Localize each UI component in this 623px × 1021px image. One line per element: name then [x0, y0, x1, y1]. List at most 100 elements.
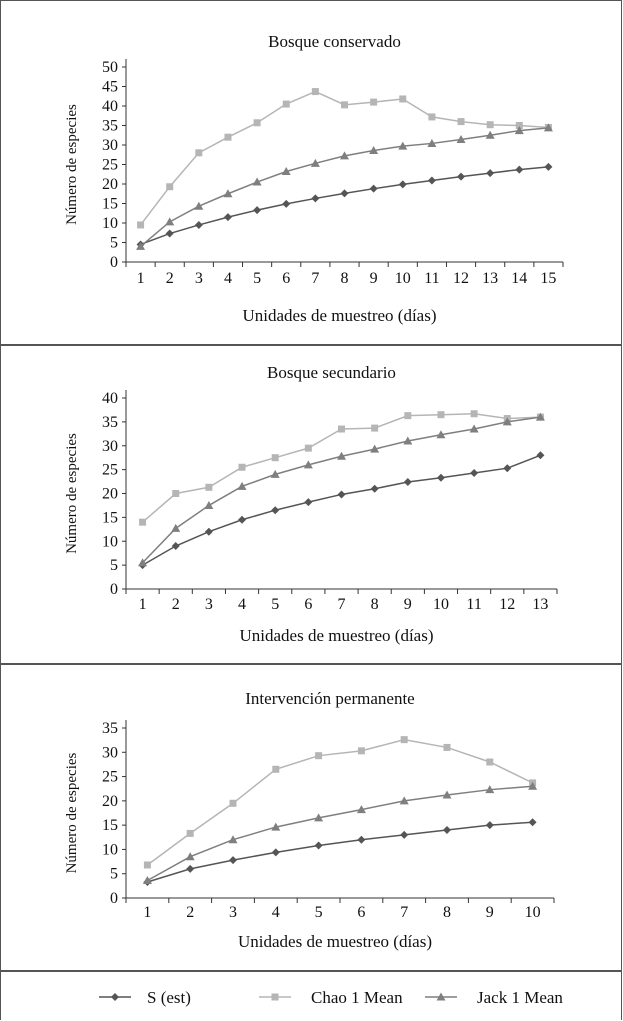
- y-tick-label: 5: [110, 557, 118, 574]
- x-tick-label: 10: [395, 270, 411, 287]
- y-tick-label: 20: [102, 486, 118, 503]
- series-line: [147, 821, 533, 883]
- y-tick-label: 10: [102, 533, 118, 550]
- data-point: [271, 848, 280, 857]
- legend: S (est) Chao 1 Mean Jack 1 Mean: [0, 971, 622, 1020]
- data-point: [544, 162, 553, 171]
- data-point: [470, 468, 479, 477]
- x-tick-label: 10: [525, 904, 541, 921]
- data-point: [165, 229, 174, 238]
- data-point: [195, 149, 203, 157]
- data-point: [515, 122, 523, 129]
- legend-label: Jack 1 Mean: [477, 988, 563, 1007]
- x-tick-label: 1: [143, 904, 151, 921]
- x-tick-label: 4: [272, 904, 280, 921]
- data-point: [369, 145, 379, 154]
- data-point: [357, 747, 365, 755]
- data-point: [337, 451, 346, 460]
- data-point: [194, 201, 204, 210]
- data-point: [398, 141, 408, 150]
- x-tick-label: 4: [224, 270, 232, 287]
- data-point: [142, 876, 152, 885]
- x-tick-label: 9: [486, 904, 494, 921]
- y-axis-label: Número de especies: [64, 433, 80, 554]
- data-point: [303, 460, 313, 469]
- y-tick-label: 15: [102, 509, 118, 526]
- data-point: [338, 425, 345, 433]
- data-point: [457, 118, 465, 126]
- data-point: [340, 189, 349, 198]
- data-point: [281, 167, 291, 176]
- data-point: [515, 165, 524, 174]
- y-tick-label: 5: [110, 866, 118, 883]
- series-line: [140, 127, 549, 247]
- data-point: [224, 133, 232, 141]
- data-point: [399, 95, 407, 103]
- x-tick-label: 13: [482, 270, 498, 287]
- legend-label: Chao 1 Mean: [311, 988, 403, 1007]
- data-point: [469, 424, 479, 433]
- data-point: [282, 100, 290, 108]
- x-tick-label: 10: [433, 596, 449, 613]
- data-point: [143, 861, 151, 869]
- data-point: [503, 464, 512, 473]
- x-tick-label: 8: [371, 596, 379, 613]
- series-line: [142, 416, 541, 564]
- data-point: [442, 790, 452, 799]
- data-point: [485, 785, 495, 794]
- data-point: [356, 805, 366, 814]
- y-tick-label: 35: [102, 720, 118, 737]
- data-point: [470, 410, 478, 418]
- x-tick-label: 6: [282, 270, 290, 287]
- data-point: [436, 473, 445, 482]
- x-tick-label: 11: [424, 270, 439, 287]
- data-point: [535, 412, 545, 421]
- data-point: [371, 424, 379, 432]
- data-point: [456, 135, 466, 144]
- data-point: [443, 743, 451, 751]
- x-tick-label: 6: [304, 596, 312, 613]
- x-axis-label: Unidades de muestreo (días): [239, 626, 433, 645]
- data-point: [457, 172, 466, 181]
- data-point: [370, 484, 379, 493]
- chart-title: Bosque conservado: [268, 32, 401, 51]
- x-tick-label: 4: [238, 596, 246, 613]
- x-tick-label: 1: [139, 596, 147, 613]
- chart-title: Intervención permanente: [245, 689, 414, 708]
- data-point: [186, 864, 195, 873]
- y-tick-label: 0: [110, 890, 118, 907]
- y-tick-label: 20: [102, 176, 118, 193]
- data-point: [427, 138, 437, 147]
- data-point: [314, 813, 324, 822]
- x-tick-label: 13: [532, 596, 548, 613]
- data-point: [437, 411, 445, 419]
- data-point: [340, 151, 349, 160]
- data-point: [400, 736, 408, 744]
- data-point: [315, 752, 323, 760]
- legend-svg: S (est) Chao 1 Mean Jack 1 Mean: [99, 988, 563, 1007]
- data-point: [443, 826, 451, 834]
- y-tick-label: 30: [102, 137, 118, 154]
- x-tick-label: 1: [137, 270, 145, 287]
- x-tick-label: 7: [400, 904, 408, 921]
- y-tick-label: 30: [102, 744, 118, 761]
- data-point: [370, 444, 380, 453]
- x-tick-label: 2: [166, 270, 174, 287]
- y-tick-label: 25: [102, 462, 118, 479]
- data-point: [229, 799, 237, 807]
- x-tick-label: 7: [311, 270, 319, 287]
- x-tick-label: 2: [172, 596, 180, 613]
- y-tick-label: 40: [102, 98, 118, 115]
- y-tick-label: 25: [102, 157, 118, 174]
- data-point: [337, 490, 346, 499]
- series-line: [147, 785, 533, 882]
- panel-intervencion-permanente: Intervención permanente 0 5 10 15 20 25 30 35 1 2 3…: [0, 664, 622, 971]
- data-point: [485, 821, 494, 830]
- legend-marker: [271, 993, 279, 1001]
- x-tick-label: 8: [443, 904, 451, 921]
- data-point: [400, 830, 409, 839]
- y-tick-label: 20: [102, 793, 118, 810]
- data-point: [137, 221, 145, 229]
- x-tick-label: 7: [338, 596, 346, 613]
